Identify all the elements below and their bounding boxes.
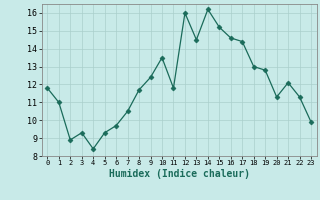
X-axis label: Humidex (Indice chaleur): Humidex (Indice chaleur) [109, 169, 250, 179]
